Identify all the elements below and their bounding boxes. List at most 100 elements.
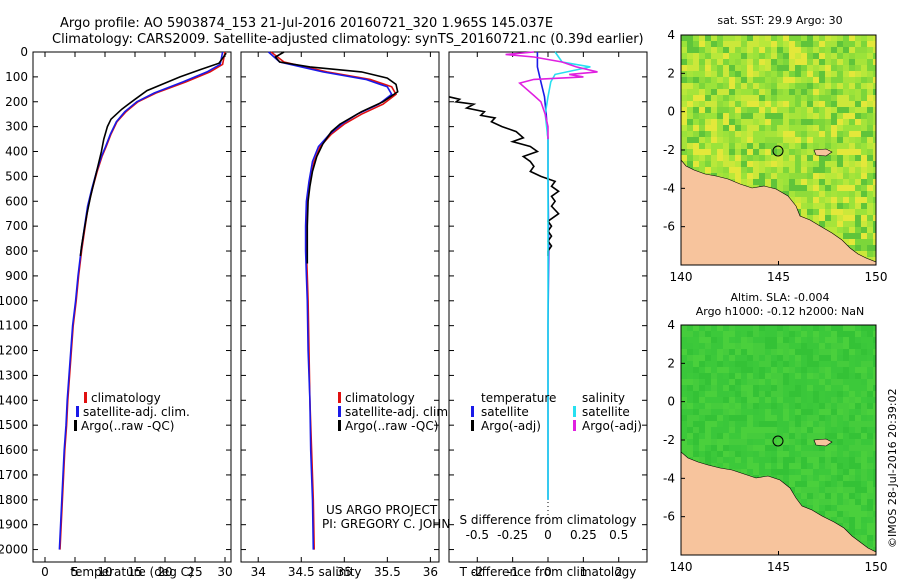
temperature-x-axis: 0 5 10 15 20 25 30 [41,52,233,579]
field-cell [837,391,843,397]
field-cell [855,427,861,433]
field-cell [783,361,789,367]
field-cell [873,379,876,385]
field-cell [849,337,855,343]
field-cell [741,379,747,385]
field-cell [873,47,876,53]
field-cell [783,143,789,149]
field-cell [723,83,729,89]
field-cell [759,463,765,469]
field-cell [705,149,711,155]
field-cell [699,421,705,427]
field-cell [825,71,831,77]
field-cell [867,245,873,251]
field-cell [831,361,837,367]
field-cell [705,325,711,331]
field-cell [783,427,789,433]
field-cell [873,331,876,337]
field-cell [693,427,699,433]
field-cell [753,173,759,179]
field-cell [801,325,807,331]
s-tick-label: -0.25 [497,528,528,542]
field-cell [795,367,801,373]
field-cell [861,397,867,403]
field-cell [849,245,855,251]
field-cell [849,101,855,107]
field-cell [795,155,801,161]
field-cell [849,191,855,197]
sla-longitude-axis: 140 145 150 [670,551,887,574]
field-cell [867,499,873,505]
sst-latitude-axis: 420-2-4-6 [663,28,685,234]
field-cell [855,155,861,161]
field-cell [819,185,825,191]
field-cell [831,517,837,523]
field-cell [747,83,753,89]
field-cell [735,457,741,463]
field-cell [795,65,801,71]
field-cell [825,343,831,349]
field-cell [831,59,837,65]
field-cell [801,83,807,89]
field-cell [681,337,687,343]
field-cell [849,517,855,523]
field-cell [747,379,753,385]
field-cell [729,421,735,427]
field-cell [819,403,825,409]
field-cell [687,65,693,71]
field-cell [789,77,795,83]
credit-project: US ARGO PROJECT [326,503,438,517]
field-cell [825,445,831,451]
field-cell [741,469,747,475]
field-cell [765,343,771,349]
field-cell [693,71,699,77]
field-cell [711,59,717,65]
field-cell [813,203,819,209]
field-cell [807,71,813,77]
field-cell [861,349,867,355]
field-cell [837,221,843,227]
field-cell [819,499,825,505]
field-cell [849,167,855,173]
field-cell [723,433,729,439]
field-cell [723,125,729,131]
field-cell [777,89,783,95]
field-cell [717,77,723,83]
field-cell [855,391,861,397]
field-cell [801,41,807,47]
field-cell [867,391,873,397]
legend-swatch-argo [338,420,341,431]
field-cell [777,185,783,191]
field-cell [723,113,729,119]
field-cell [837,173,843,179]
field-cell [855,451,861,457]
field-cell [801,385,807,391]
field-cell [843,331,849,337]
field-cell [765,137,771,143]
field-cell [831,433,837,439]
lat-tick-label: -4 [663,181,675,195]
field-cell [837,409,843,415]
field-cell [789,439,795,445]
field-cell [747,59,753,65]
field-cell [843,203,849,209]
field-cell [687,361,693,367]
field-cell [717,361,723,367]
lat-tick-label: 4 [667,318,675,332]
field-cell [765,331,771,337]
field-cell [813,397,819,403]
field-cell [777,385,783,391]
field-cell [741,457,747,463]
field-cell [819,355,825,361]
field-cell [807,107,813,113]
field-cell [801,409,807,415]
field-cell [729,131,735,137]
field-cell [711,53,717,59]
field-cell [705,445,711,451]
field-cell [765,325,771,331]
field-cell [777,367,783,373]
field-cell [849,149,855,155]
field-cell [867,143,873,149]
field-cell [837,191,843,197]
field-cell [765,469,771,475]
